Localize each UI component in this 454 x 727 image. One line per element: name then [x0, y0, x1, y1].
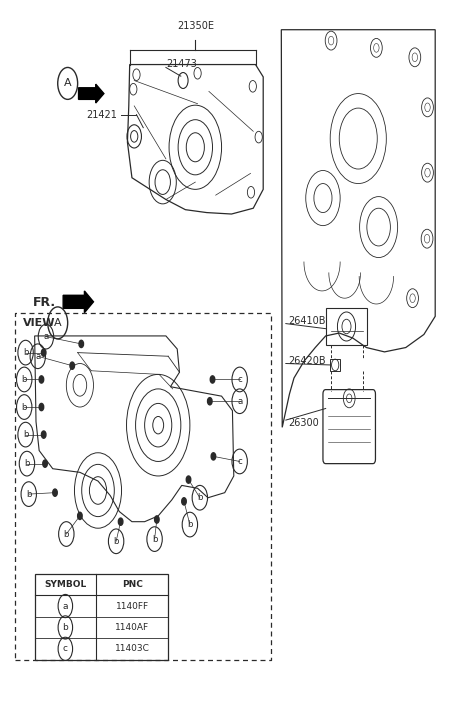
Text: b: b	[23, 348, 28, 357]
Text: 1140AF: 1140AF	[115, 623, 149, 632]
Circle shape	[39, 403, 44, 411]
Circle shape	[186, 476, 191, 483]
Text: b: b	[24, 459, 30, 468]
Circle shape	[41, 349, 46, 356]
Circle shape	[210, 376, 215, 383]
Circle shape	[43, 460, 47, 467]
Bar	[326, 308, 367, 345]
Text: 26300: 26300	[288, 418, 319, 428]
Text: A: A	[64, 79, 71, 89]
Text: A: A	[54, 318, 62, 328]
Text: b: b	[64, 529, 69, 539]
Circle shape	[53, 489, 57, 497]
Text: PNC: PNC	[122, 580, 143, 589]
Text: a: a	[63, 601, 68, 611]
Text: 26410B: 26410B	[288, 316, 326, 326]
Circle shape	[118, 518, 123, 526]
Circle shape	[70, 362, 74, 369]
Circle shape	[39, 376, 44, 383]
Text: b: b	[114, 537, 119, 546]
Circle shape	[154, 516, 159, 523]
Bar	[330, 359, 340, 371]
Text: 21421: 21421	[87, 110, 118, 120]
Circle shape	[78, 513, 82, 520]
Text: b: b	[21, 403, 27, 411]
Text: b: b	[21, 375, 27, 384]
Text: a: a	[35, 352, 40, 361]
Circle shape	[211, 453, 216, 460]
Circle shape	[207, 398, 212, 405]
Text: b: b	[152, 534, 158, 544]
Text: a: a	[43, 332, 49, 341]
Text: b: b	[187, 520, 192, 529]
Text: c: c	[237, 375, 242, 384]
Text: c: c	[237, 457, 242, 466]
Text: a: a	[237, 397, 242, 406]
Circle shape	[41, 431, 46, 438]
Text: SYMBOL: SYMBOL	[44, 580, 86, 589]
Text: 11403C: 11403C	[115, 644, 149, 654]
Circle shape	[182, 498, 186, 505]
Text: 21350E: 21350E	[177, 21, 214, 31]
Polygon shape	[63, 291, 94, 313]
Polygon shape	[79, 84, 104, 103]
Text: FR.: FR.	[33, 296, 56, 309]
Text: b: b	[63, 623, 68, 632]
Text: 1140FF: 1140FF	[116, 601, 148, 611]
Bar	[35, 574, 168, 659]
Circle shape	[79, 340, 84, 348]
Text: 21473: 21473	[166, 59, 197, 69]
Text: c: c	[63, 644, 68, 654]
Text: 26420B: 26420B	[288, 356, 326, 366]
Text: b: b	[197, 493, 202, 502]
Text: VIEW: VIEW	[23, 318, 56, 328]
Text: b: b	[26, 489, 31, 499]
Text: b: b	[23, 430, 28, 439]
